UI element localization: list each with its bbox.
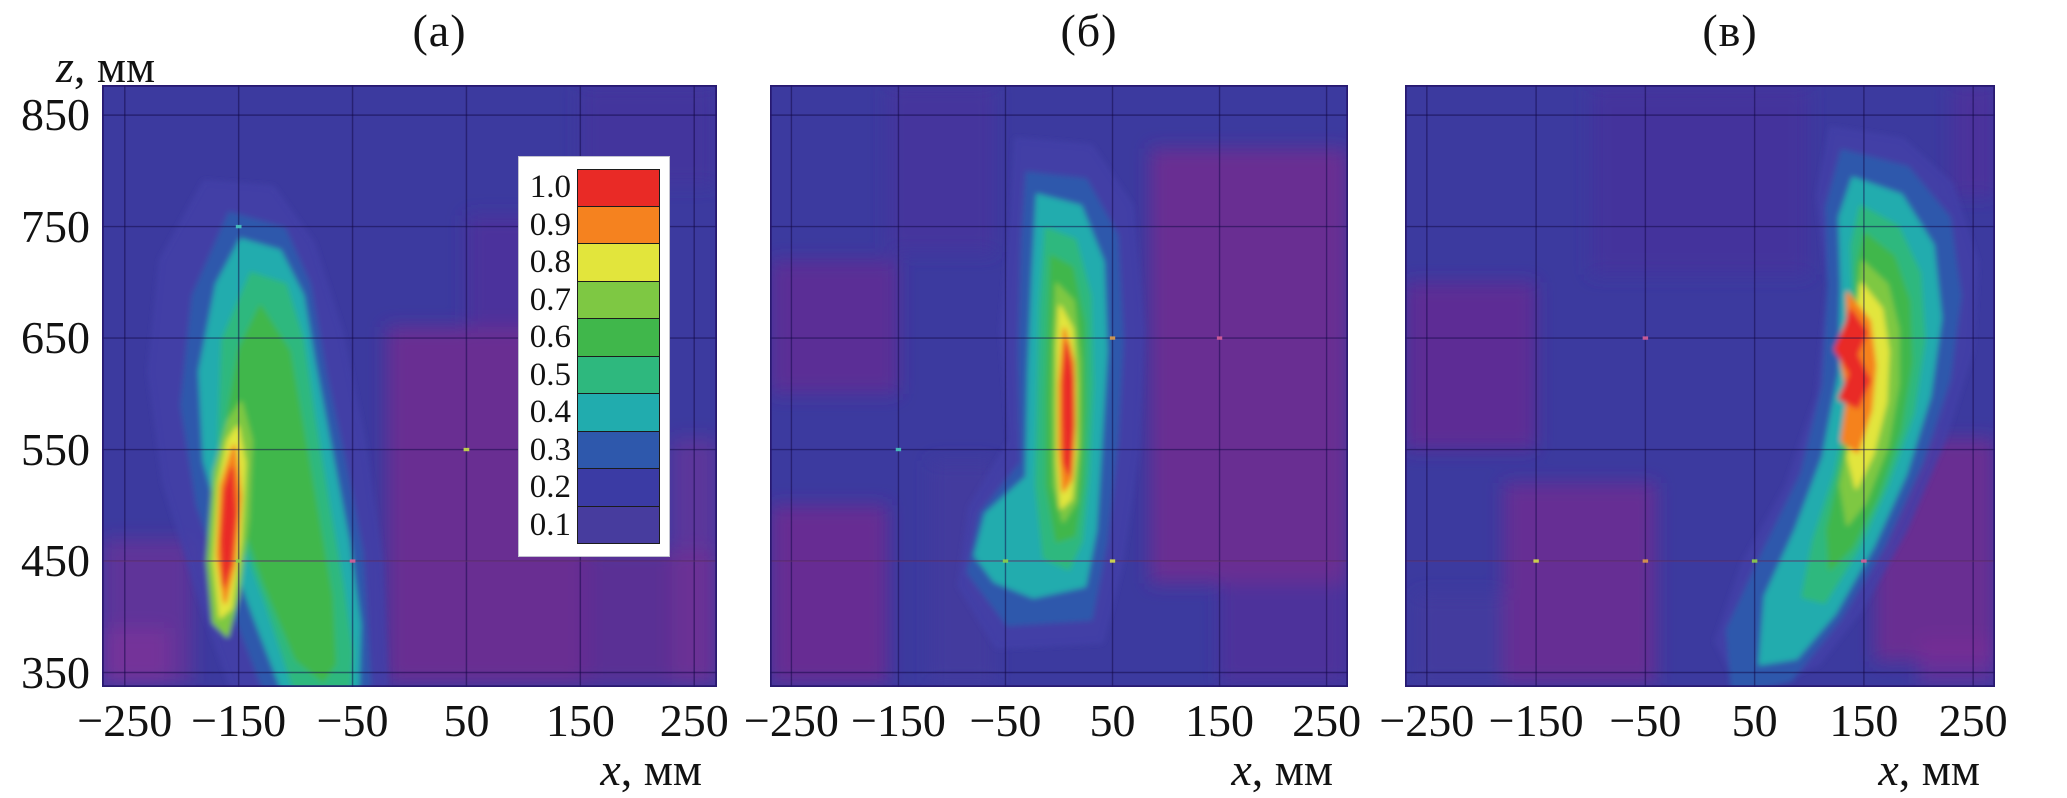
x-tick-label: 250 (659, 695, 729, 746)
legend-value: 0.2 (529, 469, 571, 506)
x-axis-label: x, мм (1088, 746, 1333, 794)
legend-swatch (577, 244, 660, 282)
contour-canvas (1405, 85, 1995, 687)
x-axis-variable: x (600, 744, 621, 795)
x-tick-label: −50 (316, 695, 389, 746)
legend-value: 0.3 (529, 431, 571, 468)
x-tick-label: 150 (545, 695, 615, 746)
legend-value: 0.9 (529, 206, 571, 243)
x-axis-label: x, мм (457, 746, 702, 794)
z-axis-variable: z (56, 41, 74, 92)
x-tick-label: −50 (969, 695, 1042, 746)
x-tick-label: 150 (1829, 695, 1899, 746)
x-tick-label: 50 (443, 695, 490, 746)
z-tick-label: 350 (21, 646, 90, 698)
legend-row: 0.6 (525, 319, 660, 357)
x-tick-label: −250 (1379, 695, 1475, 746)
legend-swatch (577, 394, 660, 432)
x-axis-units: , мм (620, 744, 702, 795)
z-tick-label: 450 (21, 535, 90, 587)
z-tick-label: 750 (21, 200, 90, 252)
legend-row: 0.3 (525, 431, 660, 469)
x-axis-units: , мм (1251, 744, 1333, 795)
legend-swatch (577, 169, 660, 207)
panel-plot-3 (1405, 85, 1995, 687)
legend-value: 0.1 (529, 506, 571, 543)
legend-swatch (577, 469, 660, 507)
legend-row: 1.0 (525, 169, 660, 207)
legend-row: 0.5 (525, 356, 660, 394)
z-tick-label: 850 (21, 89, 90, 141)
x-tick-label: 250 (1938, 695, 2008, 746)
x-tick-label: 250 (1292, 695, 1362, 746)
z-axis-label: z, мм (56, 40, 155, 93)
x-tick-label: −250 (77, 695, 173, 746)
x-tick-label: 150 (1185, 695, 1255, 746)
panel-plot-2 (770, 85, 1348, 687)
legend-row: 0.8 (525, 244, 660, 282)
panel-title: (а) (412, 5, 467, 56)
z-tick-label: 550 (21, 423, 90, 475)
x-axis-variable: x (1231, 744, 1252, 795)
legend-row: 0.1 (525, 506, 660, 544)
legend-value: 0.6 (529, 319, 571, 356)
x-tick-label: −150 (850, 695, 946, 746)
legend-value: 0.7 (529, 281, 571, 318)
x-axis-label: x, мм (1735, 746, 1980, 794)
legend-value: 0.4 (529, 394, 571, 431)
x-tick-label: −150 (1488, 695, 1584, 746)
legend-value: 1.0 (529, 169, 571, 206)
legend-value: 0.8 (529, 244, 571, 281)
z-tick-label: 650 (21, 312, 90, 364)
legend-row: 0.2 (525, 469, 660, 507)
legend-swatch (577, 506, 660, 544)
x-tick-label: −250 (743, 695, 839, 746)
legend-swatch (577, 281, 660, 319)
x-axis-units: , мм (1898, 744, 1980, 795)
x-tick-label: 50 (1731, 695, 1778, 746)
legend-row: 0.9 (525, 206, 660, 244)
legend-row: 0.7 (525, 281, 660, 319)
legend-swatch (577, 431, 660, 469)
legend-swatch (577, 356, 660, 394)
x-axis-variable: x (1878, 744, 1899, 795)
x-tick-label: 50 (1089, 695, 1136, 746)
contour-canvas (770, 85, 1348, 687)
x-tick-label: −50 (1609, 695, 1682, 746)
z-axis-units: , мм (73, 41, 156, 92)
legend-row: 0.4 (525, 394, 660, 432)
legend-swatch (577, 319, 660, 357)
legend-swatch (577, 206, 660, 244)
panel-title: (б) (1060, 5, 1118, 56)
contour-canvas (102, 85, 717, 687)
panel-title: (в) (1702, 5, 1758, 56)
x-tick-label: −150 (191, 695, 287, 746)
panel-plot-1 (102, 85, 717, 687)
colorbar-legend: 1.0 0.9 0.8 0.7 0.6 0.5 0.4 0.3 0.2 0.1 (518, 156, 670, 557)
legend-value: 0.5 (529, 356, 571, 393)
